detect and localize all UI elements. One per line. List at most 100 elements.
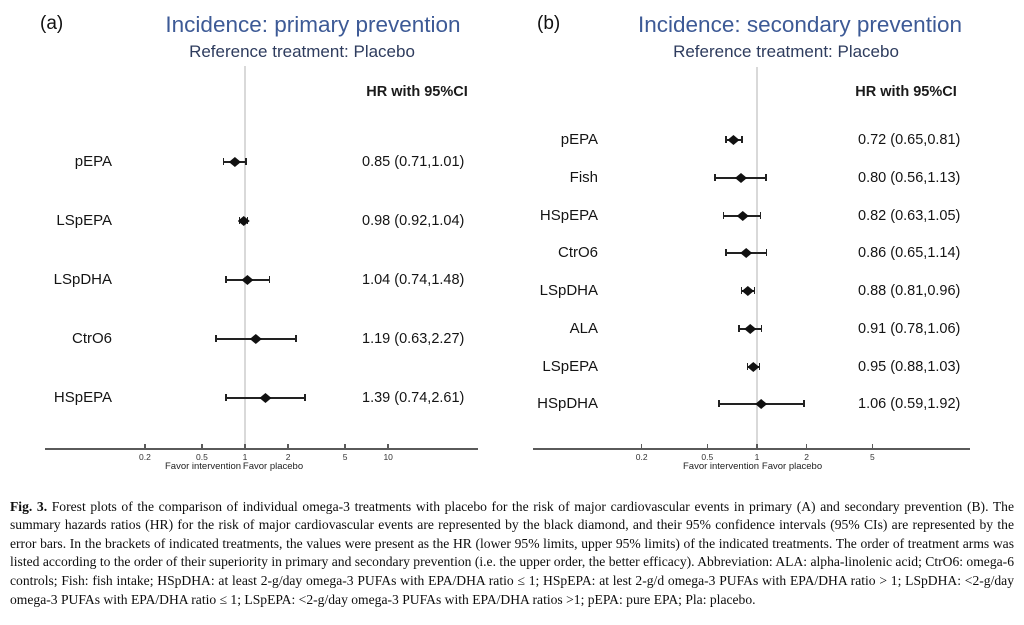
ci-cap-right [765, 174, 767, 181]
ci-cap-right [268, 276, 271, 283]
reference-line [244, 66, 246, 449]
axis-tick-label: 0.2 [635, 452, 648, 462]
hr-value: 0.85 (0.71,1.01) [362, 154, 465, 170]
ci-cap-left [222, 158, 225, 165]
axis-tick-label: 1 [242, 452, 248, 462]
ci-cap-right [803, 400, 805, 407]
panel-title: Incidence: secondary prevention [638, 12, 962, 37]
hr-diamond [241, 275, 254, 285]
ci-cap-left [738, 325, 740, 332]
ci-cap-right [741, 136, 743, 143]
axis-tick [144, 444, 146, 448]
axis-tick-label: 0.2 [138, 452, 151, 462]
axis-tick-label: 5 [342, 452, 348, 462]
hr-value: 0.98 (0.92,1.04) [362, 213, 465, 229]
hr-diamond [259, 393, 272, 403]
panel-subtitle: Reference treatment: Placebo [673, 42, 899, 61]
axis-tick [706, 444, 709, 448]
hr-diamond [740, 248, 753, 258]
ci-cap-left [714, 174, 716, 181]
hr-value: 0.80 (0.56,1.13) [858, 170, 961, 186]
caption-text: Forest plots of the comparison of indivi… [10, 498, 1014, 607]
caption-figure-number: Fig. 3. [10, 498, 48, 514]
axis-tick [756, 444, 758, 448]
treatment-label: Fish [569, 169, 598, 186]
hr-diamond [747, 362, 760, 372]
hr-value: 0.82 (0.63,1.05) [858, 208, 961, 224]
treatment-label: LSpDHA [53, 271, 112, 288]
ci-cap-left [746, 363, 749, 370]
x-axis [533, 448, 970, 450]
treatment-label: pEPA [560, 131, 598, 148]
panel-label: (a) [40, 13, 64, 34]
hr-diamond [741, 286, 754, 296]
ci-cap-right [759, 212, 762, 219]
hr-diamond [736, 211, 749, 221]
axis-tick [344, 444, 346, 448]
ci-cap-left [718, 400, 720, 407]
treatment-label: ALA [569, 320, 598, 337]
ci-cap-left [725, 249, 727, 256]
favor-placebo-label: Favor placebo [242, 461, 304, 472]
hr-diamond [744, 324, 757, 334]
hr-ci-header: HR with 95%CI [855, 84, 957, 100]
axis-tick [871, 444, 874, 448]
treatment-label: LSpDHA [539, 282, 598, 299]
ci-cap-left [225, 394, 227, 401]
favor-intervention-label: Favor intervention [682, 461, 760, 472]
hr-value: 0.72 (0.65,0.81) [858, 132, 961, 148]
treatment-label: HSpEPA [539, 207, 598, 224]
treatment-label: CtrO6 [557, 244, 598, 261]
ci-cap-left [225, 276, 227, 283]
favor-intervention-label: Favor intervention [164, 461, 242, 472]
hr-diamond [237, 216, 250, 226]
ci-cap-left [740, 287, 743, 294]
ci-cap-left [725, 136, 727, 143]
figure-caption: Fig. 3. Forest plots of the comparison o… [10, 498, 1014, 610]
axis-tick [287, 444, 289, 448]
ci-cap-right [245, 158, 247, 165]
treatment-label: HSpDHA [537, 395, 598, 412]
axis-tick [805, 444, 808, 448]
axis-tick-label: 10 [383, 452, 393, 462]
ci-cap-right [304, 394, 306, 401]
treatment-label: LSpEPA [56, 212, 112, 229]
hr-value: 1.06 (0.59,1.92) [858, 396, 961, 412]
axis-tick [387, 444, 389, 448]
axis-tick-label: 5 [869, 452, 875, 462]
axis-tick [201, 444, 203, 448]
hr-value: 0.95 (0.88,1.03) [858, 359, 961, 375]
hr-value: 0.91 (0.78,1.06) [858, 321, 961, 337]
hr-diamond [228, 157, 241, 167]
hr-diamond [755, 399, 768, 409]
reference-line [756, 67, 758, 449]
panel-subtitle: Reference treatment: Placebo [189, 42, 415, 61]
axis-tick-label: 2 [285, 452, 291, 462]
panel-title: Incidence: primary prevention [165, 12, 461, 37]
ci-cap-left [215, 335, 217, 342]
hr-value: 0.88 (0.81,0.96) [858, 283, 961, 299]
favor-placebo-label: Favor placebo [761, 461, 823, 472]
axis-tick-label: 1 [754, 452, 760, 462]
hr-value: 0.86 (0.65,1.14) [858, 245, 961, 261]
ci-cap-right [765, 249, 768, 256]
ci-cap-right [760, 325, 763, 332]
treatment-label: CtrO6 [71, 330, 112, 347]
ci-cap-left [722, 212, 725, 219]
treatment-label: HSpEPA [53, 389, 112, 406]
x-axis [45, 448, 478, 450]
hr-value: 1.04 (0.74,1.48) [362, 272, 465, 288]
axis-tick-label: 2 [804, 452, 810, 462]
axis-tick [244, 444, 246, 448]
treatment-label: LSpEPA [542, 358, 598, 375]
ci-cap-right [295, 335, 297, 342]
hr-value: 1.19 (0.63,2.27) [362, 331, 465, 347]
panel-label: (b) [537, 13, 561, 34]
treatment-label: pEPA [74, 153, 112, 170]
hr-diamond [249, 334, 262, 344]
ci-cap-right [753, 287, 756, 294]
axis-tick [640, 444, 643, 448]
